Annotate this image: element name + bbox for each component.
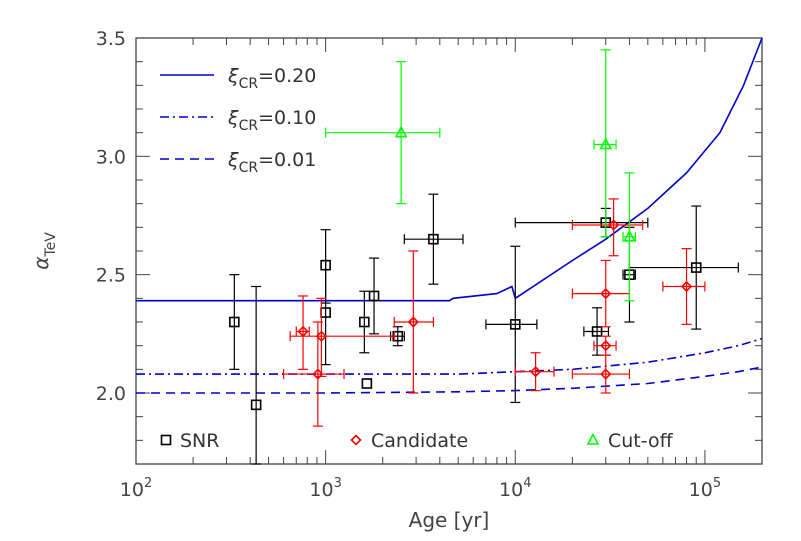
marker-diamond — [680, 280, 693, 293]
marker-square — [368, 290, 380, 302]
data-point-square — [320, 259, 331, 366]
model-curve-dashed — [136, 366, 763, 394]
data-point-diamond — [514, 352, 555, 392]
legend-symbol: ξ — [227, 65, 239, 87]
data-point-triangle — [622, 172, 637, 302]
legend-value: =0.20 — [258, 65, 316, 87]
data-point-triangle — [325, 61, 441, 205]
marker-square — [361, 378, 373, 389]
marker-square — [229, 316, 240, 328]
marker-diamond — [312, 368, 324, 380]
marker-square — [509, 319, 521, 330]
marker-diamond — [600, 340, 612, 352]
y-axis-symbol: α — [29, 257, 53, 270]
legend-subscript: CR — [239, 160, 259, 176]
marker-diamond — [600, 368, 612, 380]
legend-series-label: Cut-off — [608, 430, 674, 452]
marker-square — [428, 233, 439, 245]
marker-square — [250, 399, 262, 411]
legend-marker-triangle — [586, 432, 600, 445]
y-axis-subscript: TeV — [43, 232, 59, 258]
marker-square — [690, 262, 702, 273]
legend-marker-square — [160, 434, 172, 446]
data-point-square — [485, 245, 538, 404]
marker-triangle — [394, 125, 408, 138]
plot-frame — [135, 37, 763, 465]
x-tick-base: 10 — [689, 479, 713, 501]
data-point-square — [583, 307, 610, 356]
x-tick-base: 10 — [499, 479, 523, 501]
legend-value: =0.10 — [258, 107, 316, 129]
model-curve-solid — [136, 37, 763, 302]
legend-marker-diamond — [350, 434, 362, 446]
legend-line-label: ξCR=0.10 — [227, 107, 316, 134]
marker-diamond — [529, 366, 542, 378]
x-tick-label: 102 — [120, 476, 152, 501]
y-tick-label: 3.0 — [96, 146, 126, 168]
y-axis-title: αTeV — [29, 232, 59, 270]
data-points — [229, 49, 739, 465]
model-curve-dashdot — [136, 337, 763, 375]
x-tick-base: 10 — [309, 479, 333, 501]
data-point-square — [403, 193, 464, 285]
marker-square — [591, 326, 603, 337]
y-tick-label: 2.5 — [96, 265, 126, 287]
x-tick-exponent: 3 — [334, 476, 342, 491]
data-point-diamond — [571, 198, 644, 257]
marker-diamond — [407, 316, 419, 328]
legend-series-label: Candidate — [371, 430, 468, 452]
marker-triangle — [623, 229, 636, 242]
data-point-square — [628, 205, 739, 330]
data-point-square — [359, 290, 370, 354]
x-tick-exponent: 2 — [144, 476, 152, 491]
x-tick-label: 103 — [309, 476, 341, 501]
x-tick-base: 10 — [120, 479, 144, 501]
x-tick-exponent: 4 — [523, 476, 531, 491]
data-point-diamond — [571, 354, 631, 394]
marker-diamond — [600, 287, 612, 300]
data-point-triangle — [593, 49, 617, 238]
data-point-square — [368, 257, 380, 335]
model-curves — [136, 37, 763, 394]
data-point-square — [361, 378, 373, 389]
data-point-diamond — [571, 259, 631, 328]
legend-line-label: ξCR=0.01 — [227, 149, 316, 176]
x-tick-label: 105 — [689, 476, 721, 501]
legend-symbol: ξ — [227, 149, 239, 171]
data-point-diamond — [662, 248, 706, 325]
legend-line-label: ξCR=0.20 — [227, 65, 316, 92]
x-tick-label: 104 — [499, 476, 531, 501]
data-point-diamond — [282, 321, 345, 427]
marker-square — [359, 316, 370, 328]
x-axis-title: Age [yr] — [409, 508, 490, 532]
legend-subscript: CR — [239, 118, 259, 134]
legend-series-label: SNR — [180, 430, 219, 452]
legend-symbol: ξ — [227, 107, 239, 129]
marker-triangle — [599, 137, 613, 150]
data-point-square — [250, 285, 262, 465]
legend-subscript: CR — [239, 76, 259, 92]
data-point-diamond — [393, 250, 434, 394]
legend-value: =0.01 — [258, 149, 316, 171]
data-point-square — [229, 274, 240, 370]
data-point-diamond — [289, 297, 395, 378]
y-tick-label: 3.5 — [96, 28, 126, 50]
y-tick-label: 2.0 — [96, 383, 126, 405]
x-tick-exponent: 5 — [713, 476, 721, 491]
marker-diamond — [607, 219, 620, 231]
data-point-diamond — [295, 295, 310, 370]
